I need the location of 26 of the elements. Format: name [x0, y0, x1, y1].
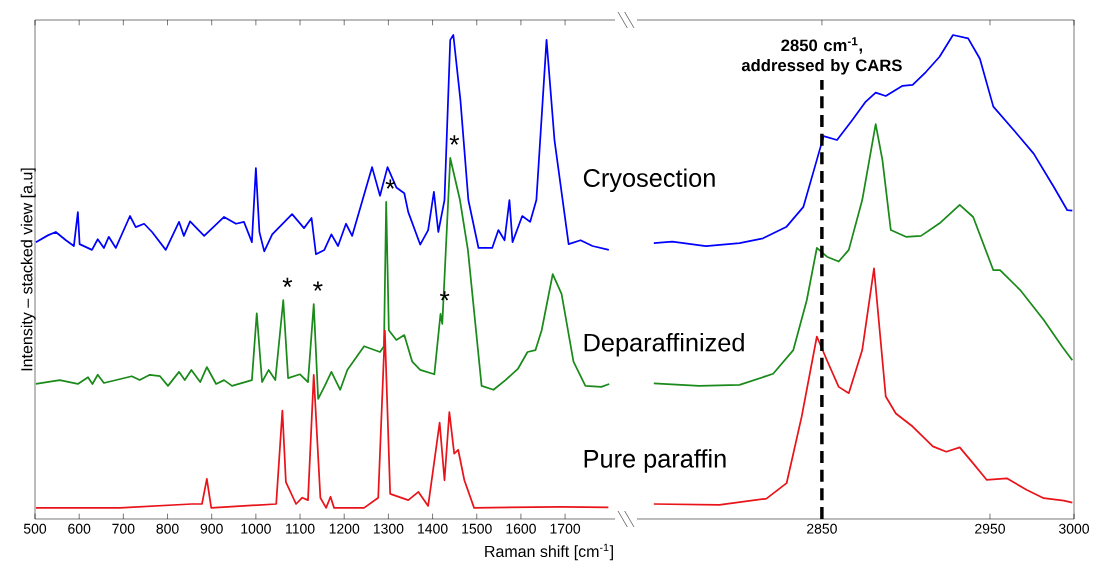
x-tick-label: 1100 [286, 523, 315, 534]
x-tick-label: 1400 [418, 523, 448, 534]
series-label: Cryosection [583, 168, 715, 192]
x-axis-title: Raman shift [cm$^{-1}$] [485, 543, 613, 561]
annotation: * [449, 135, 460, 145]
x-tick-label: 1200 [329, 523, 360, 534]
x-tick-label: 1600 [506, 523, 536, 534]
x-tick-label: 2950 [975, 523, 1005, 534]
series-label: Deparaffinized [584, 332, 744, 357]
x-tick-label: 3000 [1058, 523, 1090, 534]
ref-line-label: 2850 cm$^{-1}$, addressed by CARS [741, 37, 902, 75]
y-axis-title: Intensity – stacked view [a.u] [20, 168, 36, 371]
x-tick-label: 2850 [807, 523, 837, 534]
annotation: * [282, 277, 293, 287]
x-tick-label: 700 [112, 523, 135, 534]
x-tick-label: 800 [156, 523, 179, 534]
x-tick-label: 1300 [373, 523, 404, 534]
annotation: * [313, 281, 323, 291]
x-tick-label: 1000 [241, 523, 271, 534]
x-tick-label: 1500 [462, 523, 492, 534]
x-tick-label: 900 [200, 523, 223, 534]
x-tick-label: 1700 [550, 523, 581, 534]
series-label: Pure paraffin [584, 449, 726, 473]
x-tick-label: 500 [23, 523, 47, 534]
annotation: * [385, 179, 396, 189]
x-tick-label: 600 [68, 523, 91, 534]
